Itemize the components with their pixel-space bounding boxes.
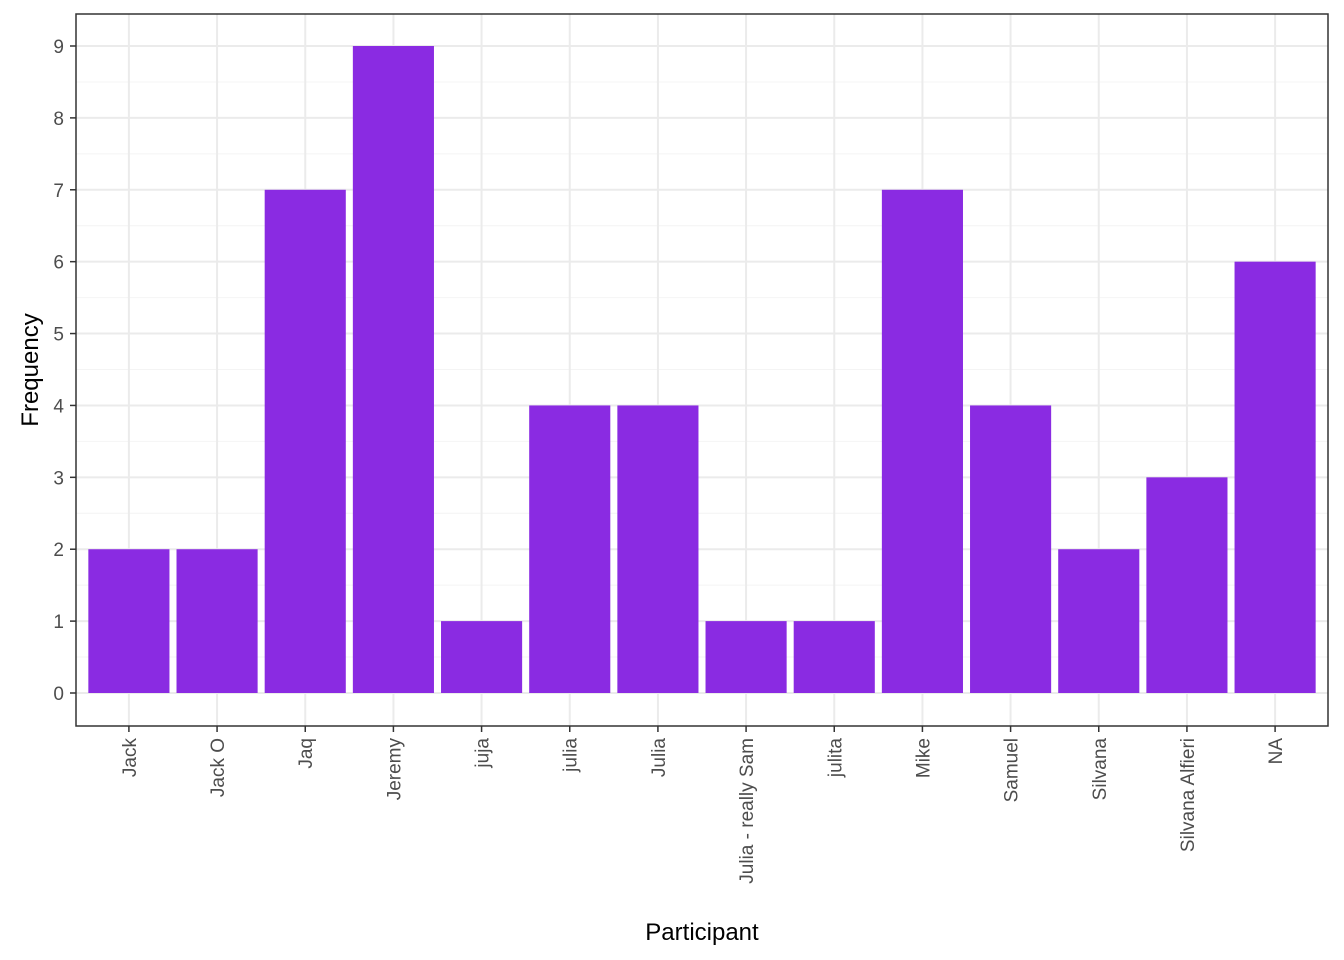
bar-jeremy xyxy=(352,46,434,693)
bar-mike xyxy=(881,189,963,693)
bar-jack-o xyxy=(176,549,258,693)
x-tick-label: Silvana xyxy=(1090,738,1111,801)
x-tick-label: Silvana Alfieri xyxy=(1178,738,1199,852)
x-tick-label: Julia - really Sam xyxy=(737,738,758,884)
x-axis-title: Participant xyxy=(645,919,759,946)
bar-na xyxy=(1234,261,1316,693)
y-tick-label: 0 xyxy=(53,684,64,705)
x-tick-label: juja xyxy=(473,738,494,769)
bar-silvana-alfieri xyxy=(1146,477,1228,693)
x-tick-label: Jack xyxy=(120,738,141,778)
bar-juja xyxy=(441,621,523,693)
bar-julia-really-sam xyxy=(705,621,787,693)
y-tick-label: 9 xyxy=(53,37,64,58)
y-tick-label: 3 xyxy=(53,468,64,489)
y-tick-label: 8 xyxy=(53,109,64,130)
x-tick-label: julita xyxy=(825,738,846,779)
bar-julita xyxy=(793,621,875,693)
bar-julia xyxy=(617,405,699,693)
panel-border xyxy=(75,13,1329,727)
x-tick-label: NA xyxy=(1266,738,1287,765)
x-tick-label: Mike xyxy=(913,738,934,778)
x-axis: Jack Jack O Jaq Jeremy juja julia Julia Julia -… xyxy=(120,726,1287,884)
bar-julia xyxy=(529,405,611,693)
y-tick-label: 1 xyxy=(53,612,64,633)
y-tick-label: 7 xyxy=(53,181,64,202)
x-tick-label: Julia xyxy=(649,738,670,778)
y-tick-label: 2 xyxy=(53,540,64,561)
bar-jaq xyxy=(264,189,346,693)
y-tick-label: 5 xyxy=(53,325,64,346)
y-axis-title: Frequency xyxy=(17,313,44,426)
bar-jack xyxy=(88,549,170,693)
bars xyxy=(88,46,1316,693)
y-tick-label: 4 xyxy=(53,396,64,417)
bar-silvana xyxy=(1058,549,1140,693)
x-tick-label: Jack O xyxy=(208,738,229,797)
bar-samuel xyxy=(970,405,1052,693)
y-tick-label: 6 xyxy=(53,253,64,274)
y-axis: 0 1 2 3 4 5 6 7 8 9 xyxy=(53,37,76,705)
x-tick-label: julia xyxy=(561,738,582,773)
x-tick-label: Samuel xyxy=(1002,738,1023,802)
x-tick-label: Jeremy xyxy=(384,738,405,801)
x-tick-label: Jaq xyxy=(296,738,317,769)
grid-lines xyxy=(76,14,1328,726)
